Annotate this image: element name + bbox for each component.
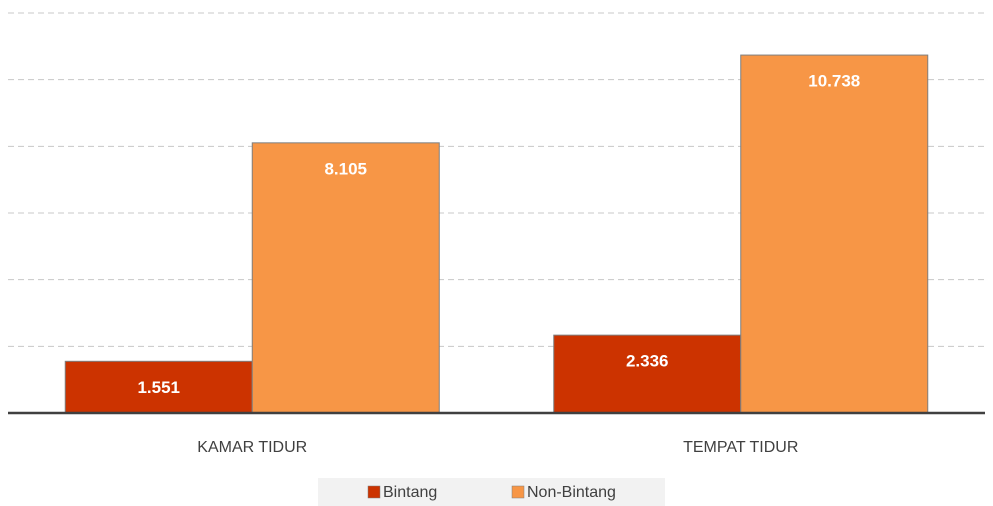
value-label: 2.336 [626,352,669,371]
legend-swatch [367,485,381,499]
x-tick-label: TEMPAT TIDUR [683,439,798,456]
legend-swatch [511,485,525,499]
value-label: 8.105 [324,159,367,178]
bar [64,360,253,414]
value-label: 1.551 [137,378,180,397]
legend-label: Bintang [383,484,437,501]
x-tick-label: KAMAR TIDUR [197,439,307,456]
bar [251,142,440,414]
bar [553,334,742,414]
value-label: 10.738 [808,72,860,91]
legend-label: Non-Bintang [527,484,616,501]
bar [740,54,929,414]
